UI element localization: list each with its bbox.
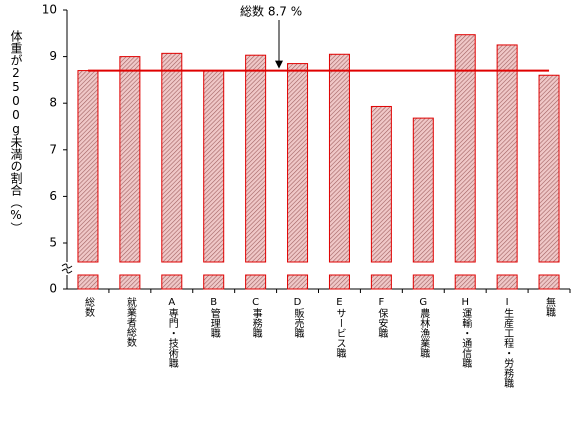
bar bbox=[538, 74, 560, 263]
bar-base bbox=[412, 274, 434, 290]
x-tick-label: C事務職 bbox=[250, 297, 262, 339]
bar-base bbox=[538, 274, 560, 290]
y-tick-label: 8 bbox=[49, 96, 57, 110]
bar-base bbox=[119, 274, 141, 290]
x-tick-label: D販売職 bbox=[292, 297, 304, 339]
y-axis-label: 体重が2500g未満の割合（%） bbox=[9, 30, 23, 234]
bar bbox=[287, 63, 309, 263]
x-tick-label: B管理職 bbox=[208, 297, 220, 339]
annotation-arrowhead bbox=[275, 60, 283, 69]
bar bbox=[203, 70, 225, 263]
bar-base bbox=[245, 274, 267, 290]
bar bbox=[119, 56, 141, 263]
bar bbox=[245, 54, 267, 263]
bar-base bbox=[370, 274, 392, 290]
bar-base bbox=[287, 274, 309, 290]
bar-base bbox=[496, 274, 518, 290]
bar bbox=[412, 117, 434, 263]
bar bbox=[496, 44, 518, 263]
x-tick-label: H運輸・通信職 bbox=[460, 297, 472, 369]
annotation: 総数 8.7 % bbox=[240, 4, 302, 19]
bar-base bbox=[454, 274, 476, 290]
x-tick-label: A専門・技術職 bbox=[166, 297, 178, 369]
x-tick-label: 就業者総数 bbox=[124, 296, 136, 348]
bar bbox=[328, 53, 350, 263]
bar-base bbox=[203, 274, 225, 290]
y-tick-label: 10 bbox=[42, 3, 57, 17]
bar bbox=[454, 34, 476, 263]
x-tick-label: Eサービス職 bbox=[334, 297, 346, 359]
x-tick-label: G農林漁業職 bbox=[418, 297, 430, 359]
bar bbox=[161, 52, 183, 263]
bar bbox=[77, 70, 99, 263]
y-tick-label: 7 bbox=[49, 142, 57, 156]
bar bbox=[370, 105, 392, 263]
bar-base bbox=[77, 274, 99, 290]
y-tick-label: 9 bbox=[49, 49, 57, 63]
x-tick-label: F保安職 bbox=[376, 297, 388, 339]
bar-base bbox=[328, 274, 350, 290]
y-tick-label: 5 bbox=[49, 236, 57, 250]
x-tick-label: I生産工程・労務職 bbox=[502, 297, 514, 389]
bar-base bbox=[161, 274, 183, 290]
y-tick-label: 0 bbox=[49, 282, 57, 296]
x-tick-label: 総数 bbox=[82, 296, 94, 318]
x-tick-label: 無職 bbox=[544, 296, 556, 318]
y-tick-label: 6 bbox=[49, 189, 57, 203]
axis-break bbox=[61, 263, 73, 274]
